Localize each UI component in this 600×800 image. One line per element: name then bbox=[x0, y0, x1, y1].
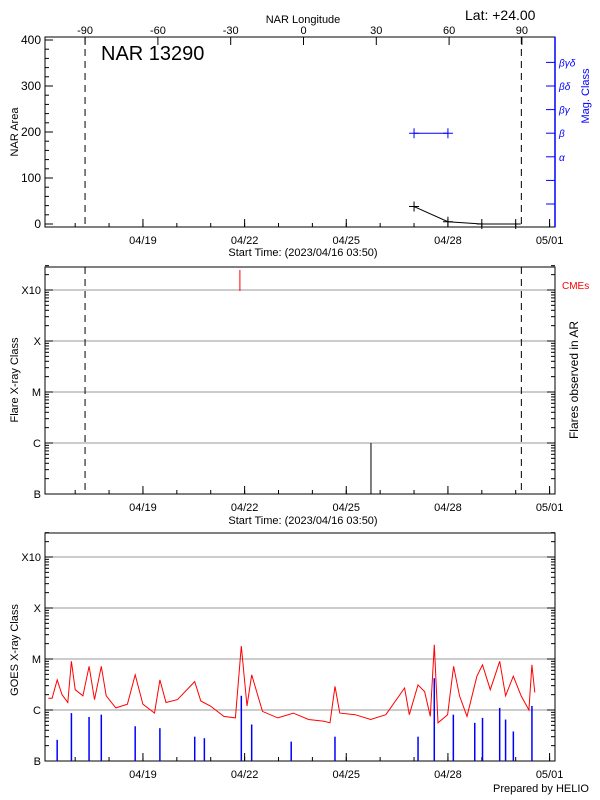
y-tick-label: B bbox=[34, 489, 41, 501]
y-tick-label: M bbox=[32, 387, 41, 399]
nar-area-point bbox=[476, 219, 487, 229]
y-tick-label: C bbox=[33, 705, 41, 717]
mag-class-tick-label: βδ bbox=[558, 82, 571, 93]
x-tick-label: 04/22 bbox=[231, 235, 259, 247]
x-tick-label: 04/28 bbox=[434, 502, 462, 514]
x-tick-label: 05/01 bbox=[536, 502, 564, 514]
y-tick-label: 0 bbox=[34, 217, 41, 231]
panel1-x-label: Start Time: (2023/04/16 03:50) bbox=[228, 247, 377, 259]
mag-class-point bbox=[442, 128, 453, 139]
goes-plot-frame bbox=[44, 532, 556, 762]
x-tick-label: 05/01 bbox=[536, 769, 564, 781]
y-tick-label: X bbox=[34, 336, 42, 348]
flare-plot-frame bbox=[44, 266, 556, 495]
y-tick-label: M bbox=[32, 654, 41, 666]
y-tick-label: X10 bbox=[21, 285, 41, 297]
prepared-by-footer: Prepared by HELIO bbox=[493, 783, 589, 795]
longitude-tick-label: -60 bbox=[150, 25, 166, 37]
mag-class-tick-label: β bbox=[558, 129, 565, 140]
flare-y-label: Flare X-ray Class bbox=[9, 337, 21, 422]
mag-class-point bbox=[409, 128, 420, 139]
longitude-tick-label: 30 bbox=[370, 25, 382, 37]
x-tick-label: 04/22 bbox=[231, 502, 259, 514]
x-tick-label: 04/25 bbox=[333, 235, 361, 247]
cmes-label: CMEs bbox=[562, 281, 589, 292]
nar-area-panel: NAR 13290 Lat: +24.00 NAR Longitude NAR … bbox=[9, 7, 592, 259]
mag-class-tick-label: α bbox=[559, 153, 565, 164]
nar-area-y-label: NAR Area bbox=[9, 107, 21, 157]
y-tick-label: 200 bbox=[21, 125, 41, 139]
y-tick-label: X10 bbox=[21, 552, 41, 564]
longitude-tick-label: -30 bbox=[223, 25, 239, 37]
y-tick-label: 400 bbox=[21, 33, 41, 47]
x-tick-label: 04/28 bbox=[434, 235, 462, 247]
y-tick-label: 300 bbox=[21, 79, 41, 93]
latitude-label: Lat: +24.00 bbox=[465, 7, 536, 23]
y-tick-label: C bbox=[33, 438, 41, 450]
longitude-tick-label: 90 bbox=[516, 25, 528, 37]
y-tick-label: X bbox=[34, 603, 42, 615]
longitude-tick-label: 60 bbox=[443, 25, 455, 37]
goes-xray-panel: GOES X-ray Class Prepared by HELIO 04/19… bbox=[9, 532, 589, 795]
mag-class-tick-label: βγ bbox=[558, 106, 571, 117]
x-tick-label: 04/22 bbox=[231, 769, 259, 781]
goes-long-channel-line bbox=[48, 644, 536, 724]
goes-y-label: GOES X-ray Class bbox=[9, 604, 21, 696]
nar-area-line bbox=[413, 206, 516, 225]
x-tick-label: 05/01 bbox=[536, 235, 564, 247]
y-tick-label: B bbox=[34, 756, 41, 768]
nar-area-point bbox=[442, 216, 453, 227]
x-tick-label: 04/28 bbox=[434, 769, 462, 781]
x-tick-label: 04/25 bbox=[333, 502, 361, 514]
mag-class-tick-label: βγδ bbox=[558, 58, 576, 69]
longitude-axis-label: NAR Longitude bbox=[266, 14, 341, 26]
mag-class-axis-label: Mag. Class bbox=[580, 68, 592, 124]
flares-observed-label: Flares observed in AR bbox=[567, 321, 581, 439]
nar-area-point bbox=[409, 201, 420, 212]
x-tick-label: 04/19 bbox=[129, 769, 157, 781]
region-title: NAR 13290 bbox=[101, 43, 204, 65]
flare-class-panel: Flare X-ray Class Flares observed in AR … bbox=[9, 265, 589, 527]
panel2-x-label: Start Time: (2023/04/16 03:50) bbox=[228, 515, 377, 527]
longitude-tick-label: 0 bbox=[300, 25, 306, 37]
longitude-tick-label: -90 bbox=[77, 25, 93, 37]
x-tick-label: 04/19 bbox=[129, 235, 157, 247]
x-tick-label: 04/25 bbox=[333, 769, 361, 781]
y-tick-label: 100 bbox=[21, 171, 41, 185]
x-tick-label: 04/19 bbox=[129, 502, 157, 514]
nar-area-point bbox=[510, 219, 521, 229]
